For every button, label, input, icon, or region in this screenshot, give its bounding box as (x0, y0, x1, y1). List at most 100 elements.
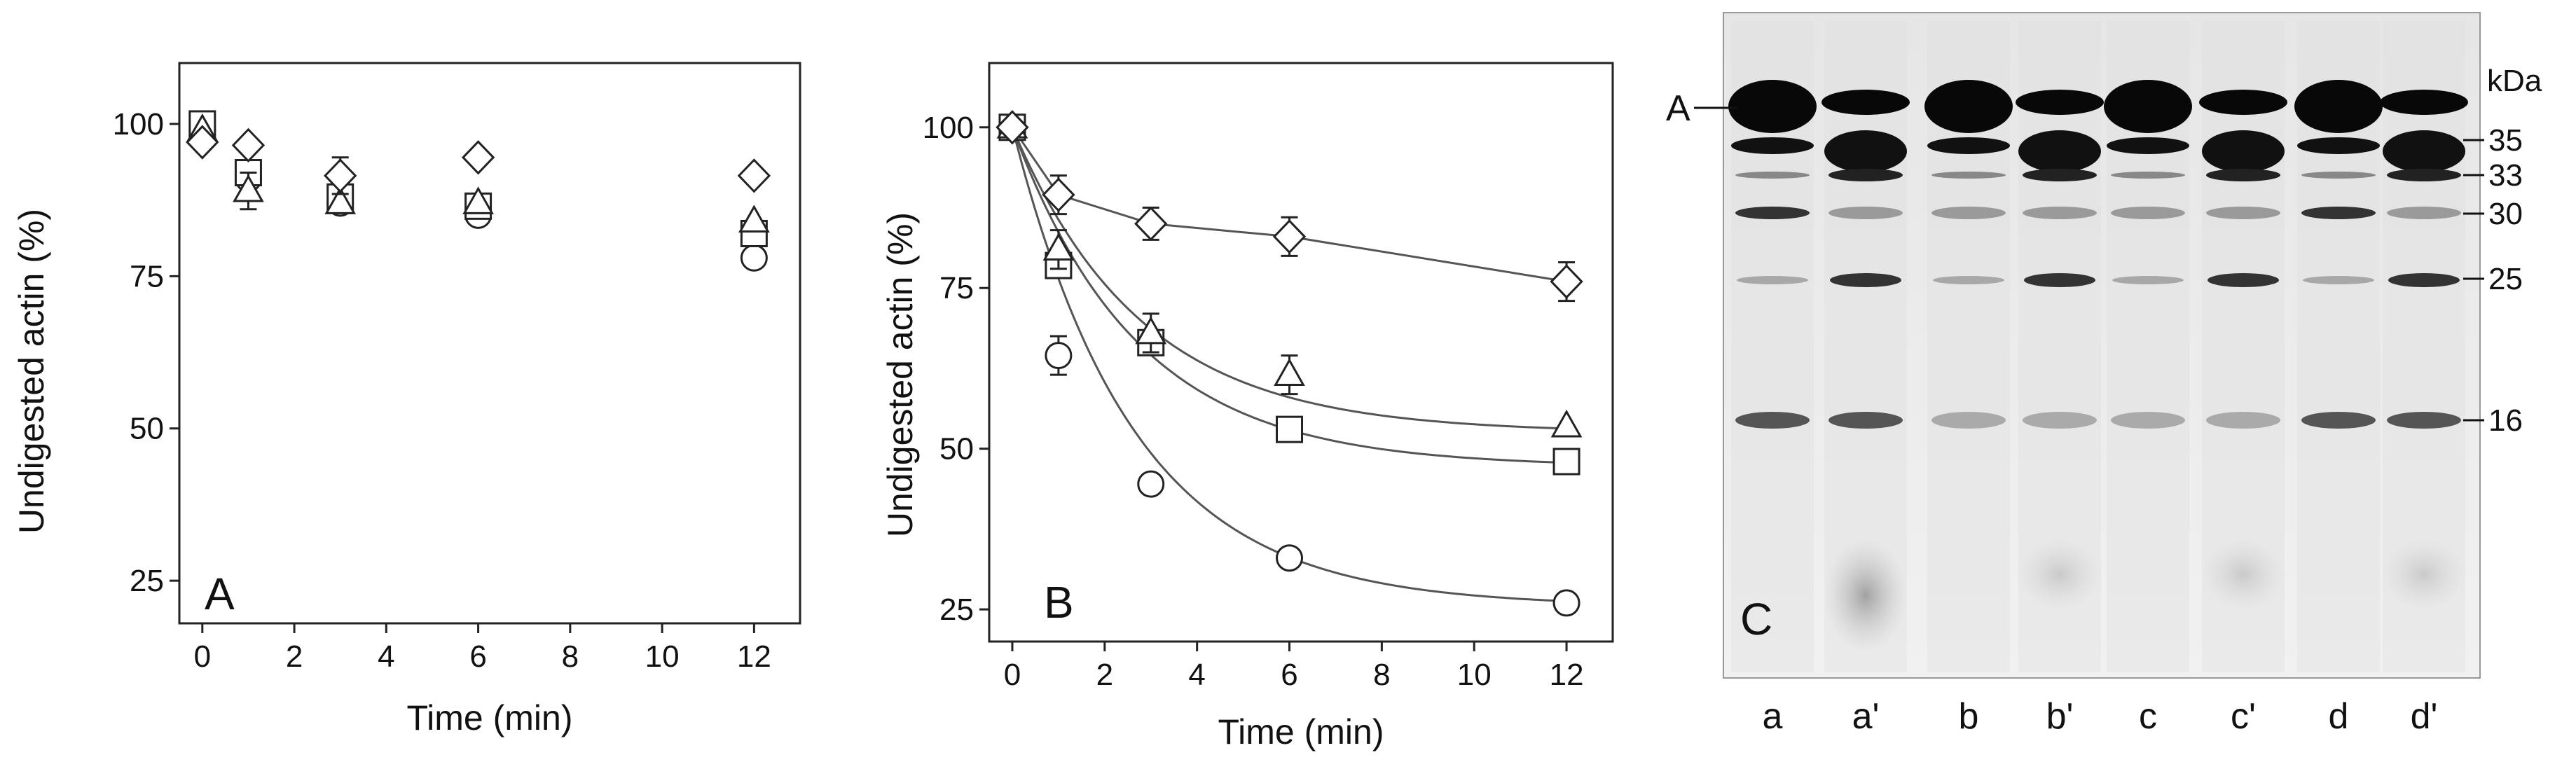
gel-lane-label: d (2329, 696, 2349, 737)
panel-b-x-tick-label: 12 (1550, 658, 1584, 692)
gel-35kda-band (2202, 130, 2285, 172)
gel-mw-label: 16 (2488, 403, 2523, 438)
gel-16kda-band (2301, 412, 2376, 429)
gel-25kda-band (2112, 276, 2184, 284)
gel-actin-band (2199, 90, 2287, 115)
gel-lane-label: d' (2411, 696, 2438, 737)
panel-b-letter: B (1044, 577, 1074, 628)
gel-actin-band (2380, 90, 2468, 115)
panel-a-triangle-point (324, 186, 357, 214)
panel-b-square-point (1276, 415, 1304, 443)
gel-33kda-band (2206, 169, 2280, 181)
panel-a-x-tick-label: 2 (286, 639, 303, 674)
panel-b-diamond-point (1550, 264, 1583, 299)
gel-30kda-band (2023, 207, 2097, 219)
panel-b-x-tick-label: 0 (1004, 658, 1021, 692)
gel-mw-label: 33 (2488, 158, 2523, 193)
panel-a-circle-point (740, 244, 768, 272)
gel-lane-label: a' (1852, 696, 1880, 737)
gel-33kda-band (2111, 172, 2185, 179)
gel-lane-label: b (1959, 696, 1979, 737)
panel-b-triangle-point (1274, 358, 1305, 387)
panel-a-x-tick-label: 0 (194, 639, 211, 674)
gel-25kda-band (2024, 273, 2095, 287)
gel-30kda-band (1828, 207, 1903, 219)
panel-b-chart: 0 2 4 6 8 10 12 25 50 75 100 B Time (min) Undigest… (881, 62, 1614, 751)
panel-a-x-tick-label: 4 (378, 639, 394, 674)
gel-30kda-band (2206, 207, 2280, 219)
gel-actin-band (2294, 80, 2383, 133)
panel-a-y-tick-label: 25 (130, 564, 164, 598)
panel-a-x-tick-label: 8 (562, 639, 579, 674)
gel-25kda-band (1830, 273, 1901, 287)
panel-c-letter: C (1740, 594, 1772, 644)
panel-b-plot-frame (988, 62, 1614, 643)
gel-mw-label: 35 (2488, 123, 2523, 158)
panel-a-diamond-point (324, 158, 357, 193)
panel-b-triangle-point (1135, 316, 1167, 345)
gel-33kda-band (2387, 169, 2461, 181)
panel-b-square-line (1011, 127, 1567, 464)
gel-actin-band (1821, 90, 1910, 115)
gel-16kda-band (2206, 412, 2280, 429)
gel-30kda-band (2111, 207, 2185, 219)
gel-mw-label: 30 (2488, 197, 2523, 231)
panel-a-triangle-point (233, 174, 264, 202)
gel-16kda-band (2111, 412, 2185, 429)
gel-33kda-band (1735, 172, 1810, 179)
gel-actin-band (2016, 90, 2104, 115)
gel-33kda-band (2301, 172, 2376, 179)
panel-b-x-axis-title: Time (min) (1218, 712, 1384, 751)
gel-25kda-band (2388, 273, 2460, 287)
gel-33kda-band (1828, 169, 1903, 181)
gel-lane-label: b' (2046, 696, 2074, 737)
panel-a-y-axis-title: Undigested actin (%) (12, 209, 51, 534)
gel-25kda-band (2303, 276, 2374, 284)
panel-a-triangle-point (462, 186, 494, 214)
gel-30kda-band (1735, 207, 1810, 219)
gel-actin-band (1924, 80, 2013, 133)
gel-lowmw-smear (2383, 539, 2465, 609)
panel-b-marks (996, 110, 1583, 617)
gel-16kda-band (2387, 412, 2461, 429)
panel-b-triangle-line (1011, 127, 1567, 430)
gel-35kda-band (2018, 130, 2101, 172)
panel-b-ticks: 0 2 4 6 8 10 12 25 50 75 100 (923, 111, 1584, 692)
gel-lanes (1728, 21, 2468, 672)
panel-b-circle-point (1137, 470, 1165, 498)
panel-b-diamond-point (996, 110, 1029, 145)
gel-25kda-band (2207, 273, 2279, 287)
gel-actin-band (1728, 80, 1817, 133)
gel-lowmw-smear (1824, 539, 1907, 651)
gel-35kda-band (1824, 130, 1907, 172)
gel-35kda-band (2383, 130, 2465, 172)
gel-lane-label: a (1763, 696, 1783, 737)
gel-35kda-band (2297, 137, 2380, 154)
panel-a-x-axis-title: Time (min) (406, 698, 572, 737)
gel-30kda-band (2301, 207, 2376, 219)
gel-16kda-band (2023, 412, 2097, 429)
gel-35kda-band (2107, 137, 2189, 154)
panel-b-y-axis-title: Undigested actin (%) (881, 212, 920, 537)
panel-a-diamond-point (231, 127, 266, 163)
panel-b-y-tick-label: 50 (939, 432, 974, 466)
gel-33kda-band (2023, 169, 2097, 181)
panel-a-letter: A (205, 569, 235, 619)
panel-a-chart: 0 2 4 6 8 10 12 25 50 75 100 A Time (min) Undigest… (12, 62, 801, 737)
panel-b-circle-point (1552, 589, 1580, 617)
gel-16kda-band (1828, 412, 1903, 429)
panel-b-circle-point (1045, 342, 1073, 370)
panel-a-diamond-point (737, 158, 771, 193)
gel-30kda-band (2387, 207, 2461, 219)
gel-16kda-band (1735, 412, 1810, 429)
panel-b-triangle-point (1042, 233, 1075, 261)
gel-35kda-band (1927, 137, 2010, 154)
panel-b-diamond-point (1272, 219, 1307, 254)
panel-b-x-tick-label: 4 (1188, 658, 1205, 692)
panel-a-plot-frame (178, 62, 801, 625)
gel-25kda-band (1737, 276, 1808, 284)
panel-b-x-tick-label: 10 (1457, 658, 1492, 692)
panel-b-diamond-point (1042, 177, 1075, 212)
